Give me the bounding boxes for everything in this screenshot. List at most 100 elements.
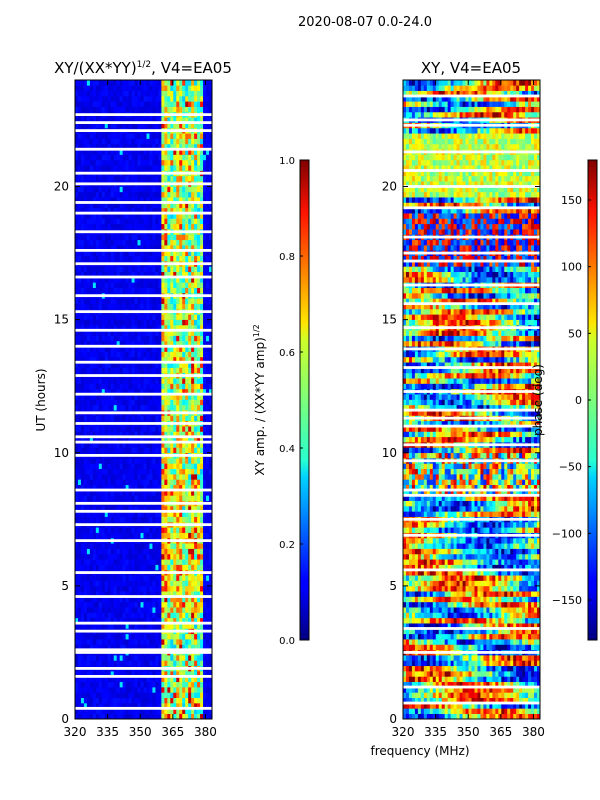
- heatmap-cell: [203, 277, 207, 283]
- heatmap-cell: [110, 447, 115, 454]
- heatmap-cell: [197, 218, 201, 225]
- heatmap-cell: [98, 553, 103, 560]
- heatmap-cell: [119, 511, 123, 517]
- heatmap-cell: [146, 458, 150, 464]
- heatmap-cell: [155, 282, 159, 288]
- heatmap-cell: [209, 298, 212, 304]
- heatmap-cell: [158, 676, 162, 683]
- heatmap-cell: [167, 495, 171, 501]
- heatmap-cell: [185, 383, 189, 390]
- heatmap-cell: [131, 713, 135, 719]
- heatmap-cell: [194, 463, 198, 470]
- heatmap-cell: [167, 165, 171, 171]
- heatmap-cell: [173, 394, 177, 400]
- heatmap-cell: [89, 330, 94, 336]
- heatmap-cell: [140, 319, 144, 326]
- heatmap-cell: [206, 601, 210, 608]
- heatmap-cell: [77, 234, 82, 241]
- heatmap-cell: [140, 250, 144, 257]
- heatmap-cell: [155, 277, 159, 283]
- heatmap-cell: [95, 319, 100, 326]
- heatmap-cell: [185, 154, 189, 161]
- heatmap-cell: [116, 271, 120, 278]
- heatmap-cell: [125, 458, 129, 464]
- heatmap-cell: [170, 367, 174, 374]
- heatmap-cell: [128, 207, 132, 214]
- heatmap-cell: [146, 516, 150, 523]
- heatmap-cell: [170, 617, 174, 624]
- heatmap-cell: [128, 245, 132, 251]
- heatmap-cell: [83, 319, 88, 326]
- heatmap-cell: [119, 527, 123, 533]
- heatmap-cell: [206, 479, 210, 486]
- heatmap-cell: [110, 298, 115, 304]
- heatmap-cell: [101, 553, 106, 560]
- heatmap-cell: [131, 490, 135, 496]
- heatmap-cell: [107, 218, 112, 225]
- heatmap-cell: [92, 165, 97, 171]
- heatmap-cell: [98, 655, 103, 661]
- heatmap-cell: [116, 383, 120, 390]
- heatmap-cell: [176, 490, 180, 496]
- heatmap-cell: [155, 335, 159, 342]
- heatmap-cell: [110, 548, 115, 555]
- heatmap-cell: [173, 245, 177, 251]
- heatmap-cell: [137, 340, 141, 347]
- heatmap-cell: [167, 330, 171, 336]
- heatmap-cell: [80, 623, 85, 629]
- heatmap-cell: [170, 671, 174, 677]
- heatmap-cell: [83, 697, 88, 704]
- heatmap-cell: [167, 713, 171, 719]
- heatmap-cell: [125, 159, 129, 166]
- heatmap-cell: [122, 607, 126, 613]
- heatmap-cell: [125, 415, 129, 422]
- heatmap-cell: [77, 468, 82, 475]
- heatmap-cell: [194, 335, 198, 342]
- heatmap-cell: [125, 346, 129, 352]
- heatmap-cell: [161, 175, 165, 182]
- heatmap-cell: [110, 553, 115, 560]
- heatmap-cell: [170, 324, 174, 331]
- heatmap-cell: [83, 138, 88, 145]
- heatmap-cell: [206, 575, 210, 581]
- heatmap-cell: [194, 713, 198, 719]
- heatmap-cell: [188, 404, 192, 411]
- heatmap-cell: [143, 378, 147, 384]
- heatmap-cell: [75, 266, 79, 273]
- heatmap-cell: [209, 703, 212, 709]
- heatmap-cell: [119, 479, 123, 486]
- heatmap-cell: [83, 644, 88, 651]
- heatmap-cell: [131, 692, 135, 699]
- heatmap-cell: [119, 703, 123, 709]
- heatmap-cell: [173, 239, 177, 246]
- heatmap-cell: [98, 436, 103, 443]
- heatmap-cell: [152, 639, 156, 645]
- heatmap-cell: [203, 713, 207, 719]
- heatmap-cell: [161, 687, 165, 693]
- heatmap-cell: [113, 266, 117, 273]
- heatmap-cell: [134, 671, 138, 677]
- heatmap-cell: [170, 564, 174, 571]
- heatmap-cell: [182, 484, 186, 491]
- heatmap-cell: [140, 143, 144, 150]
- heatmap-cell: [185, 564, 189, 571]
- heatmap-cell: [173, 532, 177, 539]
- heatmap-cell: [170, 303, 174, 310]
- heatmap-cell: [113, 255, 117, 262]
- heatmap-cell: [119, 255, 123, 262]
- heatmap-cell: [149, 239, 153, 246]
- heatmap-cell: [161, 394, 165, 400]
- heatmap-cell: [173, 687, 177, 693]
- heatmap-cell: [83, 703, 88, 709]
- heatmap-cell: [86, 394, 91, 400]
- heatmap-cell: [182, 314, 186, 320]
- heatmap-cell: [158, 324, 162, 331]
- heatmap-cell: [167, 601, 171, 608]
- heatmap-cell: [95, 298, 100, 304]
- heatmap-cell: [155, 474, 159, 480]
- heatmap-cell: [104, 681, 109, 688]
- heatmap-cell: [203, 474, 207, 480]
- heatmap-cell: [86, 548, 91, 555]
- heatmap-cell: [206, 245, 210, 251]
- heatmap-cell: [188, 543, 192, 549]
